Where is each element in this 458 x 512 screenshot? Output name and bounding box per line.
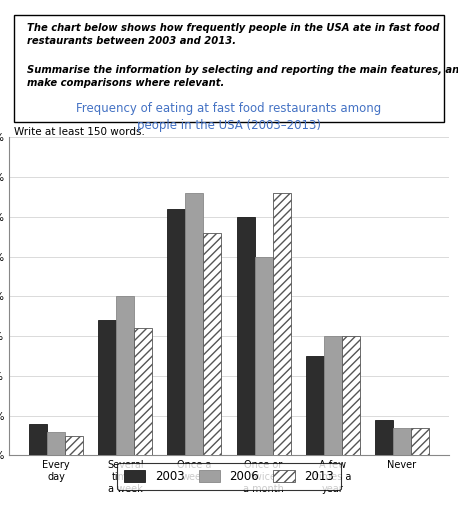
- Bar: [134, 328, 152, 456]
- Bar: [255, 257, 273, 456]
- Title: Frequency of eating at fast food restaurants among
people in the USA (2003–2013): Frequency of eating at fast food restaur…: [76, 102, 382, 132]
- Text: Write at least 150 words.: Write at least 150 words.: [14, 127, 144, 137]
- Legend: 2003, 2006, 2013: 2003, 2006, 2013: [117, 462, 341, 490]
- Bar: [168, 209, 185, 456]
- Bar: [29, 424, 47, 456]
- Bar: [306, 356, 324, 456]
- Bar: [393, 428, 411, 456]
- Bar: [324, 336, 342, 456]
- Text: The chart below shows how frequently people in the USA ate in fast food
restaura: The chart below shows how frequently peo…: [27, 23, 439, 46]
- Bar: [47, 432, 65, 456]
- Bar: [203, 233, 221, 456]
- Bar: [185, 193, 203, 456]
- Bar: [116, 296, 134, 456]
- Text: Summarise the information by selecting and reporting the main features, and
make: Summarise the information by selecting a…: [27, 65, 458, 88]
- Bar: [411, 428, 429, 456]
- Bar: [375, 420, 393, 456]
- FancyBboxPatch shape: [14, 15, 444, 122]
- Bar: [98, 321, 116, 456]
- Bar: [273, 193, 290, 456]
- Bar: [65, 436, 83, 456]
- Bar: [237, 217, 255, 456]
- Bar: [342, 336, 360, 456]
